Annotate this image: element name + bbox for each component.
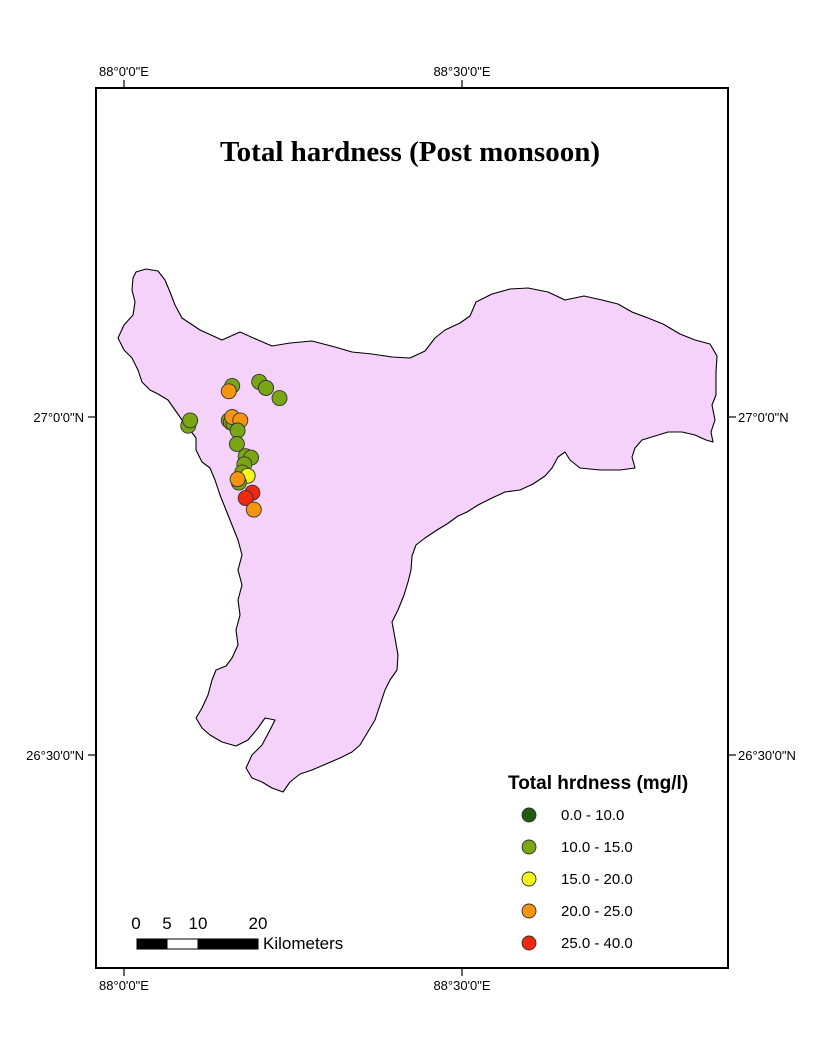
legend-swatch-5 (521, 935, 537, 951)
legend-items: 0.0 - 10.0 10.0 - 15.0 15.0 - 20.0 20.0 - 2… (521, 807, 633, 952)
lon-label-top-2: 88°30'0"E (433, 64, 490, 79)
scale-tick-0: 0 (131, 914, 140, 933)
legend-swatch-1 (521, 807, 537, 823)
legend-swatch-2 (521, 839, 537, 855)
legend-label-3: 15.0 - 20.0 (561, 871, 633, 888)
scale-segment-1 (136, 938, 168, 950)
map-title: Total hardness (Post monsoon) (220, 136, 600, 168)
legend-label-1: 0.0 - 10.0 (561, 807, 624, 824)
lat-label-right-2: 26°30'0"N (738, 748, 796, 763)
sample-point-24 (237, 490, 254, 507)
lon-label-bottom-1: 88°0'0"E (99, 978, 149, 993)
sample-point-8 (182, 412, 199, 429)
lat-label-left-1: 27°0'0"N (33, 410, 84, 425)
scale-segment-2 (166, 938, 199, 950)
sample-point-22 (229, 471, 246, 488)
legend-label-2: 10.0 - 15.0 (561, 839, 633, 856)
sample-point-14 (229, 422, 246, 439)
sample-points (180, 373, 288, 518)
lat-label-right-1: 27°0'0"N (738, 410, 789, 425)
sample-point-5 (271, 390, 288, 407)
scale-tick-20: 20 (249, 914, 268, 933)
legend: Total hrdness (mg/l) 0.0 - 10.0 10.0 - 15… (508, 773, 688, 952)
legend-swatch-4 (521, 903, 537, 919)
legend-swatch-3 (521, 871, 537, 887)
lon-label-top-1: 88°0'0"E (99, 64, 149, 79)
scale-unit: Kilometers (263, 934, 343, 953)
lat-label-left-2: 26°30'0"N (26, 748, 84, 763)
legend-label-5: 25.0 - 40.0 (561, 935, 633, 952)
lon-label-bottom-2: 88°30'0"E (433, 978, 490, 993)
legend-label-4: 20.0 - 25.0 (561, 903, 633, 920)
sample-point-25 (245, 501, 262, 518)
sample-point-6 (220, 383, 237, 400)
scale-tick-10: 10 (189, 914, 208, 933)
graticule-ticks (88, 80, 736, 976)
sample-point-4 (258, 379, 274, 396)
scale-tick-5: 5 (162, 914, 171, 933)
scale-segment-3 (197, 938, 259, 950)
scale-bar: 0 5 10 20 Kilometers (131, 914, 343, 953)
sample-point-15 (228, 436, 245, 452)
district-boundary (117, 268, 718, 793)
legend-title: Total hrdness (mg/l) (508, 773, 688, 794)
